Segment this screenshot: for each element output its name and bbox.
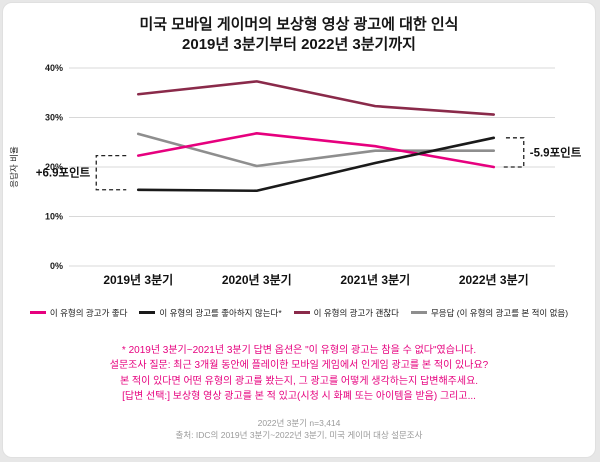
x-axis-label: 2019년 3분기 (103, 272, 173, 287)
legend-label: 무응답 (이 유형의 광고를 본 적이 없음) (430, 307, 569, 318)
legend-label: 이 유형의 광고가 좋다 (49, 307, 128, 318)
series-line-2 (136, 79, 496, 116)
series-line-0 (136, 131, 496, 168)
annotation-bracket-left (95, 154, 127, 190)
x-axis-label: 2022년 3분기 (459, 272, 529, 287)
y-axis-title: 응답자 비율 (9, 146, 19, 188)
legend-line-marker (293, 311, 310, 314)
chart-title: 미국 모바일 게이머의 보상형 영상 광고에 대한 인식 (139, 16, 459, 33)
sample-size: 2022년 3분기 n=3,414 (257, 417, 341, 428)
footnote-line: 본 적이 있다면 어떤 유형의 광고를 봤는지, 그 광고를 어떻게 생각하는지… (119, 375, 479, 387)
chart-legend: 이 유형의 광고가 좋다 이 유형의 광고를 좋아하지 않는다* 이 유형의 광… (3, 307, 595, 319)
legend-item: 이 유형의 광고를 좋아하지 않는다* (139, 307, 282, 319)
source-note: 2022년 3분기 n=3,414 출처: IDC의 2019년 3분기~202… (3, 417, 595, 443)
legend-line-marker (410, 311, 427, 314)
legend-label: 이 유형의 광고를 좋아하지 않는다* (159, 307, 282, 318)
legend-line-marker (139, 311, 156, 314)
legend-line-marker (29, 311, 46, 314)
legend-item: 이 유형의 광고가 좋다 (29, 307, 128, 319)
chart-subtitle: 2019년 3분기부터 2022년 3분기까지 (182, 36, 416, 54)
y-tick-label: 0% (50, 261, 63, 271)
x-axis-label: 2021년 3분기 (340, 272, 410, 287)
x-axis-label: 2020년 3분기 (222, 272, 292, 287)
annotation-label-left: +6.9포인트 (36, 165, 91, 179)
series-line-1 (136, 135, 496, 192)
legend-item: 이 유형의 광고가 괜찮다 (293, 307, 399, 319)
footnote-line: [답변 선택:] 보상형 영상 광고를 본 적 있고(시청 시 화폐 또는 아이… (122, 391, 476, 402)
annotation-bracket-right (503, 136, 525, 168)
y-tick-label: 10% (45, 211, 63, 221)
y-tick-label: 30% (45, 112, 63, 122)
legend-label: 이 유형의 광고가 괜찮다 (313, 307, 399, 318)
legend-item: 무응답 (이 유형의 광고를 본 적이 없음) (410, 307, 569, 319)
chart-card: 미국 모바일 게이머의 보상형 영상 광고에 대한 인식 2019년 3분기부터… (2, 2, 596, 458)
source-line: 출처: IDC의 2019년 3분기~2022년 3분기, 미국 게이머 대상 … (175, 430, 423, 441)
footnote-line: * 2019년 3분기~2021년 3분기 답변 옵션은 "이 유형의 광고는 … (121, 344, 477, 356)
line-chart: 0% 10% 20% 30% 40% 응답자 비율 2019년 3분기 2020년 3분기 20… (9, 63, 582, 287)
y-tick-label: 20% (45, 162, 63, 172)
footnote-line: 설문조사 질문: 최근 3개월 동안에 플레이한 모바일 게임에서 인게임 광고… (109, 360, 489, 371)
footnote: * 2019년 3분기~2021년 3분기 답변 옵션은 "이 유형의 광고는 … (3, 343, 595, 405)
y-tick-label: 40% (45, 63, 63, 73)
annotation-label-right: -5.9포인트 (530, 145, 582, 159)
